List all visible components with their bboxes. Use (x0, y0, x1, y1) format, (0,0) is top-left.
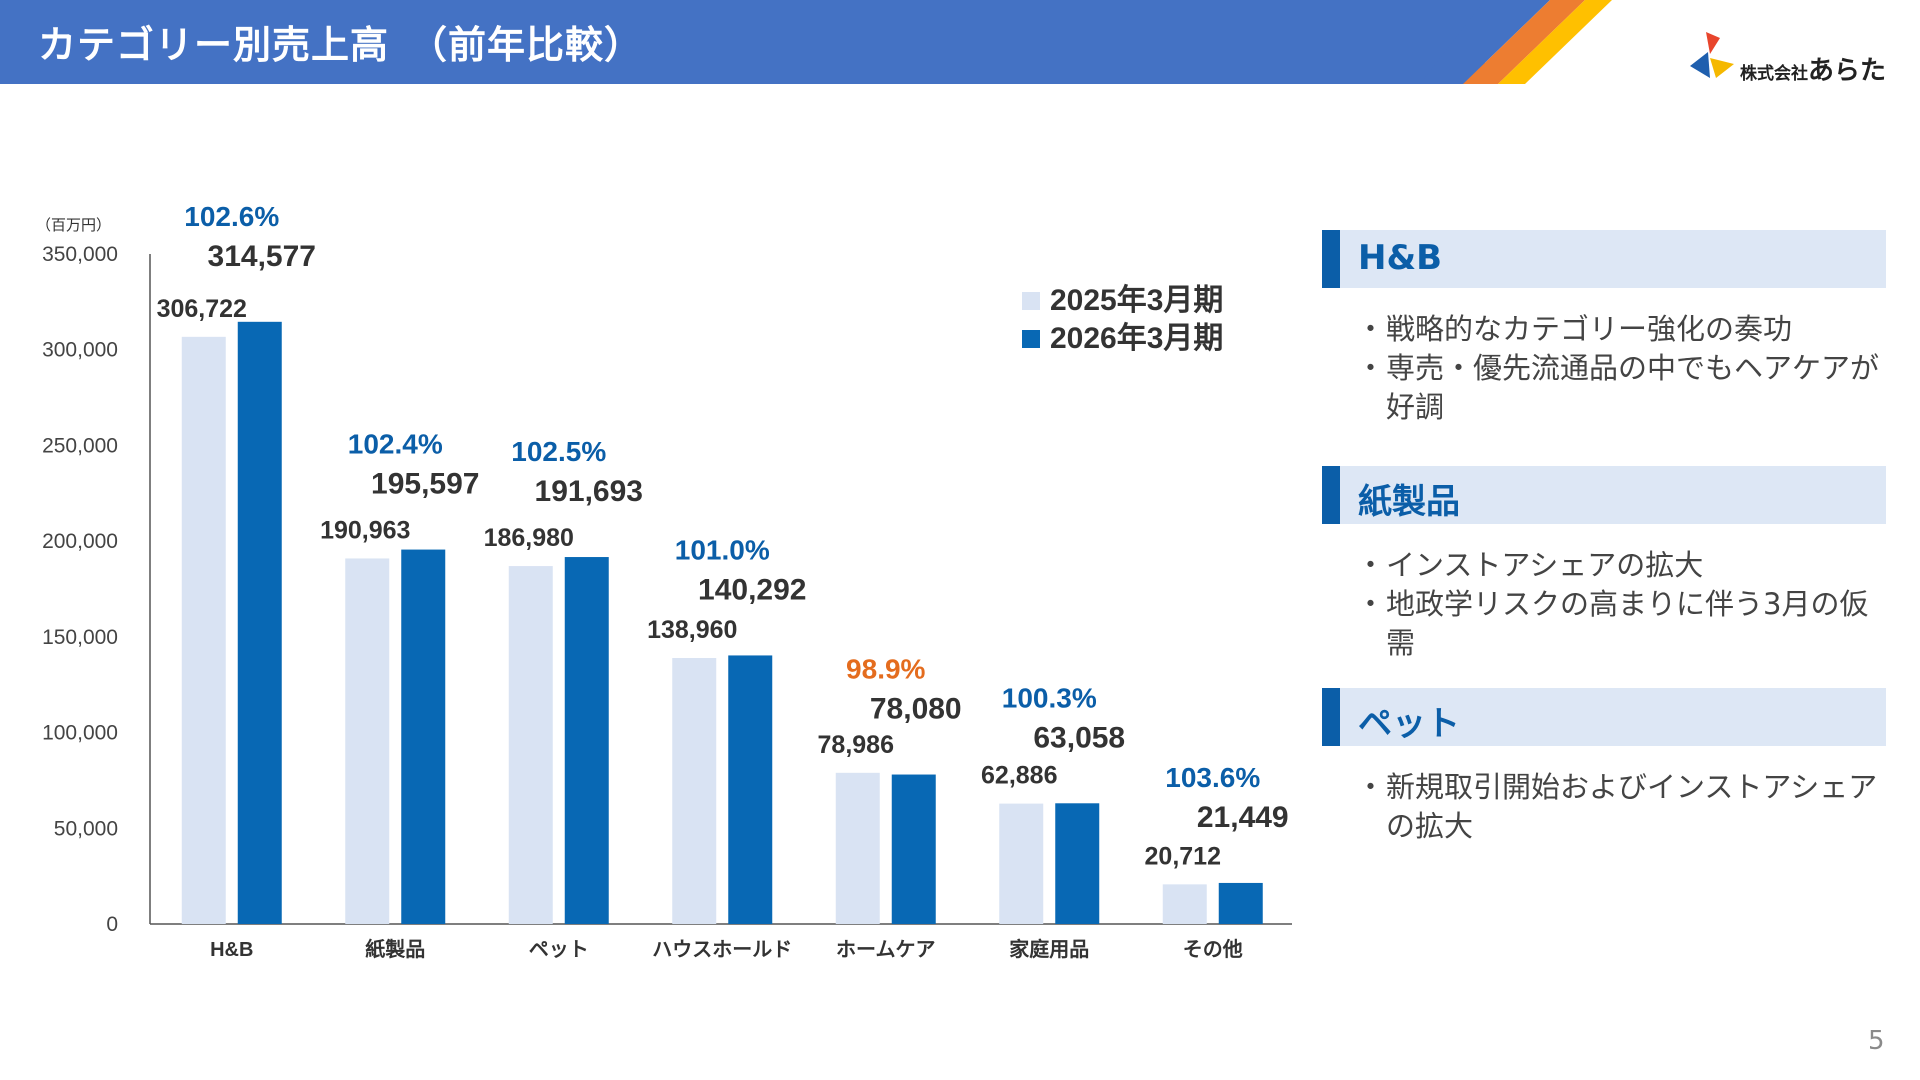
legend-swatch-2026 (1022, 330, 1040, 348)
data-label-2025: 138,960 (647, 616, 737, 644)
bullet-item: 地政学リスクの高まりに伴う3月の仮需 (1356, 585, 1886, 663)
bar-2026 (237, 321, 282, 924)
x-tick-label: 紙製品 (365, 937, 425, 961)
panel-accent (1322, 230, 1340, 288)
yoy-label: 100.3% (1002, 682, 1097, 713)
header-stripe-yellow (1498, 0, 1612, 84)
category-sales-chart: （百万円） 0 50,000 100,000 150,000 200,000 250,000… (0, 200, 1320, 980)
panel-paper: 紙製品 インストアシェアの拡大 地政学リスクの高まりに伴う3月の仮需 (1322, 466, 1886, 663)
page-number: 5 (1868, 1026, 1885, 1056)
panel-header: ペット (1322, 688, 1886, 746)
bullet-item: 戦略的なカテゴリー強化の奏功 (1356, 310, 1886, 349)
bullet-item: インストアシェアの拡大 (1356, 546, 1886, 585)
data-label-2025: 62,886 (981, 762, 1057, 790)
legend-swatch-2025 (1022, 292, 1040, 310)
bar-2025 (508, 566, 553, 924)
page-title: カテゴリー別売上高 （前年比較） (38, 23, 644, 67)
y-tick-label: 150,000 (42, 626, 118, 649)
panel-title: 紙製品 (1358, 482, 1460, 522)
y-tick-label: 200,000 (42, 530, 118, 553)
data-label-2026: 314,577 (208, 240, 316, 273)
bar-2025 (835, 772, 880, 924)
slide-header: カテゴリー別売上高 （前年比較） (0, 0, 1920, 84)
bar-2025 (999, 803, 1044, 924)
data-label-2026: 63,058 (1033, 721, 1125, 754)
bar-2025 (672, 657, 717, 924)
yoy-label: 102.4% (348, 429, 443, 460)
y-tick-label: 250,000 (42, 434, 118, 457)
yoy-label: 102.5% (511, 436, 606, 467)
y-unit-label: （百万円） (36, 217, 111, 234)
panel-hb: H&B 戦略的なカテゴリー強化の奏功 専売・優先流通品の中でもヘアケアが好調 (1322, 230, 1886, 427)
data-label-2026: 21,449 (1197, 801, 1289, 834)
yoy-label: 103.6% (1165, 762, 1260, 793)
logo-text: 株式会社あらた (1740, 50, 1886, 87)
panel-header: H&B (1322, 230, 1886, 288)
x-tick-label: 家庭用品 (1009, 937, 1089, 961)
bar-chart-svg: （百万円） 0 50,000 100,000 150,000 200,000 250,000… (36, 201, 1292, 961)
data-label-2026: 140,292 (698, 573, 806, 606)
header-stripe-orange (1463, 0, 1585, 84)
data-label-2025: 20,712 (1145, 842, 1221, 870)
logo-name: あらた (1808, 56, 1887, 86)
panel-accent (1322, 688, 1340, 746)
data-label-2025: 306,722 (157, 295, 247, 323)
panel-title: ペット (1358, 704, 1460, 744)
logo-mark-icon (1690, 32, 1734, 78)
header-bar-end (1420, 0, 1550, 84)
x-tick-label: ホームケア (836, 938, 935, 961)
bar-2025 (181, 336, 226, 924)
y-tick-label: 350,000 (42, 243, 118, 266)
x-tick-label: その他 (1183, 937, 1243, 961)
y-tick-label: 100,000 (42, 722, 118, 745)
yoy-label: 101.0% (675, 534, 770, 565)
header-bar-fill (0, 0, 1485, 84)
company-logo: 株式会社あらた (1686, 30, 1896, 86)
bar-2026 (728, 655, 773, 924)
panel-bullets: 新規取引開始およびインストアシェアの拡大 (1356, 768, 1886, 846)
y-tick-label: 0 (106, 913, 118, 936)
legend-label-2026: 2026年3月期 (1050, 322, 1223, 355)
bar-2025 (345, 558, 390, 924)
panel-accent (1322, 466, 1340, 524)
panel-title: H&B (1358, 238, 1443, 278)
x-tick-label: ハウスホールド (652, 938, 792, 961)
x-tick-label: ペット (529, 939, 589, 961)
y-tick-label: 300,000 (42, 339, 118, 362)
bar-2026 (401, 549, 446, 924)
yoy-label: 102.6% (184, 201, 279, 232)
y-tick-label: 50,000 (54, 817, 118, 840)
x-tick-label: H&B (210, 939, 253, 961)
legend-label-2025: 2025年3月期 (1050, 284, 1223, 317)
panel-bullets: 戦略的なカテゴリー強化の奏功 専売・優先流通品の中でもヘアケアが好調 (1356, 310, 1886, 427)
data-label-2025: 186,980 (484, 524, 574, 552)
data-label-2025: 78,986 (818, 731, 894, 759)
logo-prefix: 株式会社 (1740, 64, 1808, 84)
data-label-2026: 191,693 (535, 475, 643, 508)
data-label-2026: 78,080 (870, 693, 962, 726)
bullet-item: 新規取引開始およびインストアシェアの拡大 (1356, 768, 1886, 846)
bar-2026 (1218, 882, 1263, 924)
header-band (0, 0, 1612, 84)
bar-2026 (564, 557, 609, 924)
panel-header: 紙製品 (1322, 466, 1886, 524)
yoy-label: 98.9% (846, 654, 925, 685)
data-label-2025: 190,963 (320, 516, 410, 544)
bar-2025 (1162, 884, 1207, 924)
bar-2026 (1055, 803, 1100, 924)
bar-2026 (891, 774, 936, 924)
bullet-item: 専売・優先流通品の中でもヘアケアが好調 (1356, 349, 1886, 427)
data-label-2026: 195,597 (371, 468, 479, 501)
panel-pet: ペット 新規取引開始およびインストアシェアの拡大 (1322, 688, 1886, 846)
panel-bullets: インストアシェアの拡大 地政学リスクの高まりに伴う3月の仮需 (1356, 546, 1886, 663)
